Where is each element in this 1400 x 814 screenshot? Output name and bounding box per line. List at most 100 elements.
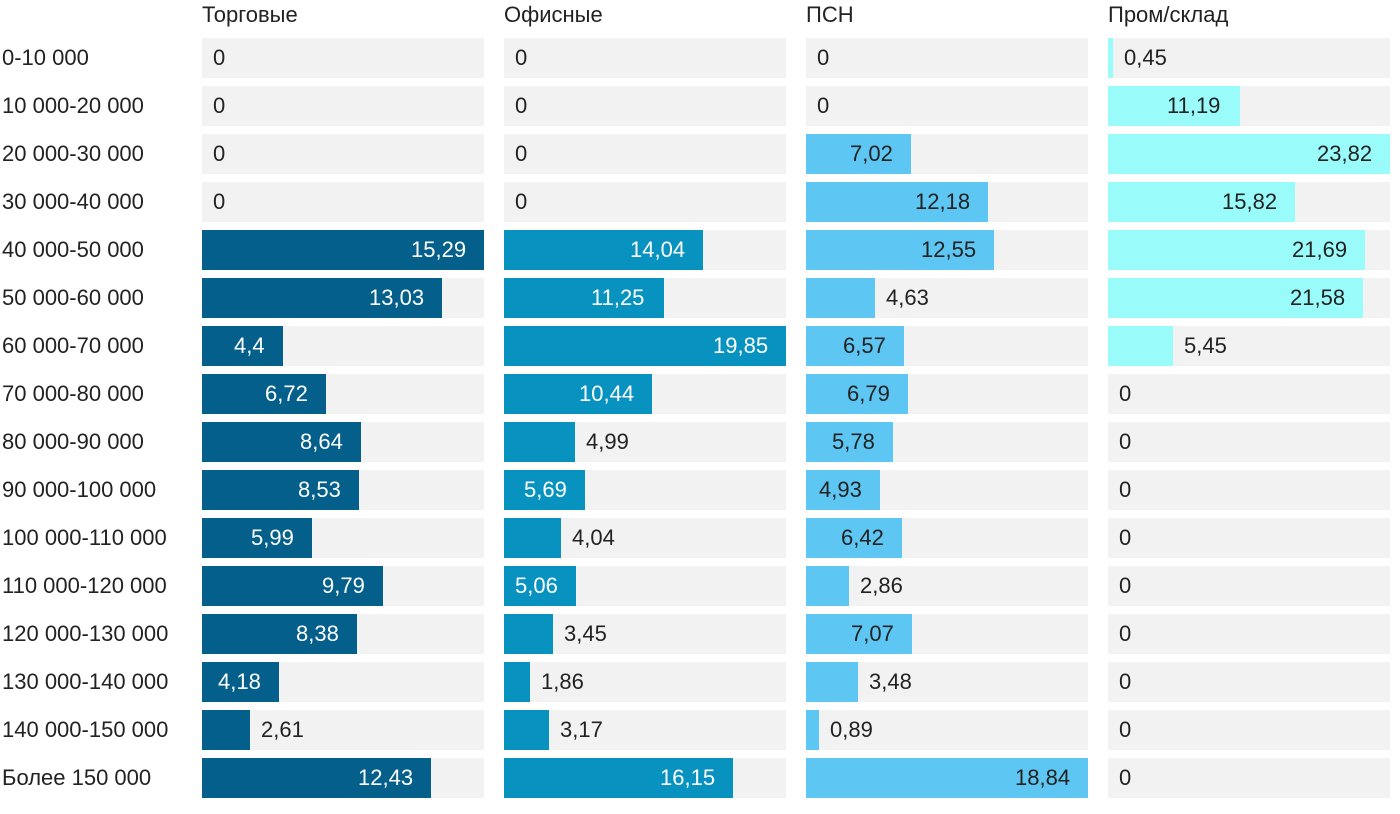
bar-track: 7,07 xyxy=(806,614,1088,654)
value-label: 23,82 xyxy=(1317,141,1373,166)
bar xyxy=(202,278,442,318)
value-label: 3,48 xyxy=(869,669,912,694)
value-label: 3,17 xyxy=(560,717,603,742)
bar-track: 12,55 xyxy=(806,230,1088,270)
bar xyxy=(202,470,359,510)
value-label: 0 xyxy=(1119,429,1132,454)
bar xyxy=(806,518,902,558)
value-label: 11,19 xyxy=(1167,93,1221,118)
value-label: 0 xyxy=(1119,381,1132,406)
value-label: 0 xyxy=(1119,573,1132,598)
bar-track: 0 xyxy=(1108,374,1390,414)
bar-track: 15,82 xyxy=(1108,182,1390,222)
bar xyxy=(806,326,904,366)
value-label: 4,99 xyxy=(586,429,629,454)
bar-track: 2,86 xyxy=(806,566,1088,606)
bar-track: 0 xyxy=(202,134,484,174)
row-label: 130 000-140 000 xyxy=(2,669,169,694)
bar-track: 14,04 xyxy=(504,230,786,270)
bar xyxy=(504,326,786,366)
bar xyxy=(504,662,530,702)
value-label: 9,79 xyxy=(322,573,365,598)
value-label: 8,64 xyxy=(300,429,343,454)
column-title: Пром/склад xyxy=(1108,2,1229,27)
bar-track: 0 xyxy=(1108,470,1390,510)
value-label: 5,06 xyxy=(515,573,558,598)
value-label: 0 xyxy=(1119,765,1132,790)
bar-track: 8,64 xyxy=(202,422,484,462)
value-label: 0 xyxy=(515,189,528,214)
row-label: 20 000-30 000 xyxy=(2,141,144,166)
bar xyxy=(504,758,733,798)
bar xyxy=(806,182,988,222)
row-label: 80 000-90 000 xyxy=(2,429,144,454)
bar xyxy=(806,566,849,606)
bar xyxy=(504,614,553,654)
bar-track: 23,82 xyxy=(1108,134,1390,174)
value-label: 0 xyxy=(1119,621,1132,646)
value-label: 12,18 xyxy=(915,189,971,214)
bar xyxy=(806,278,875,318)
row-label: 60 000-70 000 xyxy=(2,333,144,358)
value-label: 2,61 xyxy=(261,717,304,742)
bar xyxy=(202,566,383,606)
bar-track: 0 xyxy=(1108,614,1390,654)
value-label: 6,42 xyxy=(841,525,884,550)
bar-track: 0 xyxy=(504,86,786,126)
value-label: 0 xyxy=(515,45,528,70)
value-label: 4,4 xyxy=(234,333,265,358)
value-label: 15,29 xyxy=(411,237,467,262)
bar-track: 6,79 xyxy=(806,374,1088,414)
bar xyxy=(504,278,664,318)
bar-track: 0 xyxy=(1108,422,1390,462)
value-label: 6,57 xyxy=(843,333,886,358)
value-label: 5,69 xyxy=(524,477,567,502)
value-label: 8,38 xyxy=(296,621,339,646)
column-title: Торговые xyxy=(202,2,298,27)
value-label: 8,53 xyxy=(298,477,341,502)
row-label: 140 000-150 000 xyxy=(2,717,169,742)
bar xyxy=(806,614,912,654)
value-label: 0 xyxy=(213,93,226,118)
value-label: 13,03 xyxy=(369,285,425,310)
bar-track: 13,03 xyxy=(202,278,484,318)
bar-track: 3,17 xyxy=(504,710,786,750)
value-label: 6,72 xyxy=(265,381,308,406)
bar-track: 4,63 xyxy=(806,278,1088,318)
bar xyxy=(504,374,652,414)
bar-track: 6,57 xyxy=(806,326,1088,366)
value-label: 0 xyxy=(515,141,528,166)
value-label: 19,85 xyxy=(713,333,769,358)
value-label: 18,84 xyxy=(1015,765,1071,790)
value-label: 4,93 xyxy=(819,477,862,502)
bar xyxy=(202,758,431,798)
bar xyxy=(806,230,994,270)
bar-track: 0 xyxy=(1108,518,1390,558)
row-label: 0-10 000 xyxy=(2,45,89,70)
bar-track: 0 xyxy=(1108,758,1390,798)
bar xyxy=(1108,38,1113,78)
value-label: 2,86 xyxy=(860,573,903,598)
bar-track: 7,02 xyxy=(806,134,1088,174)
value-label: 0,89 xyxy=(830,717,873,742)
bar-track: 4,93 xyxy=(806,470,1088,510)
bar-track: 21,69 xyxy=(1108,230,1390,270)
bar-track: 5,45 xyxy=(1108,326,1390,366)
value-label: 4,04 xyxy=(572,525,615,550)
bar-track: 12,43 xyxy=(202,758,484,798)
value-label: 12,55 xyxy=(921,237,977,262)
value-label: 5,99 xyxy=(251,525,294,550)
bar-track: 0 xyxy=(1108,710,1390,750)
value-label: 5,45 xyxy=(1184,333,1227,358)
value-label: 15,82 xyxy=(1222,189,1278,214)
column-title: Офисные xyxy=(504,2,603,27)
bar xyxy=(202,710,250,750)
bar-track: 9,79 xyxy=(202,566,484,606)
bar-track: 6,42 xyxy=(806,518,1088,558)
bar xyxy=(1108,86,1240,126)
value-label: 6,79 xyxy=(847,381,890,406)
value-label: 0 xyxy=(817,93,830,118)
bar-track: 6,72 xyxy=(202,374,484,414)
bar xyxy=(806,710,819,750)
